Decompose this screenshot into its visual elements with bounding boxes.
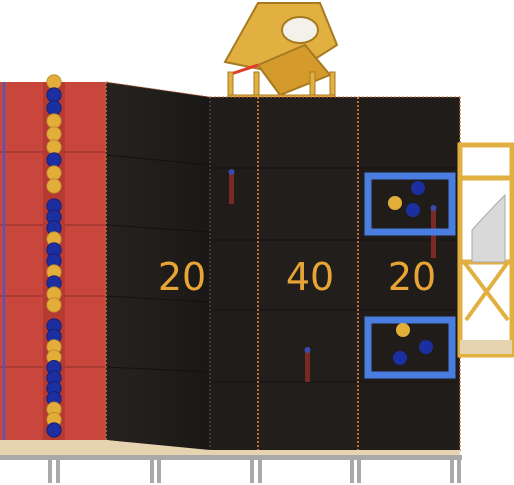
- score-label-right: 20: [388, 255, 436, 299]
- score-label-left: 20: [158, 255, 206, 299]
- ball: [46, 165, 62, 181]
- goal-box-upper: [364, 172, 456, 236]
- ball: [46, 87, 62, 103]
- ball: [46, 126, 62, 142]
- backboard-panels: [105, 81, 461, 452]
- ball: [46, 422, 62, 438]
- ball: [46, 297, 62, 313]
- ball: [46, 100, 62, 116]
- ball: [46, 113, 62, 129]
- goal-box-lower: [364, 316, 456, 379]
- base-trim: [0, 440, 460, 455]
- score-label-center: 40: [286, 255, 334, 299]
- ball-columns: [46, 74, 62, 438]
- ball: [46, 74, 62, 90]
- ball: [46, 139, 62, 155]
- ball: [46, 178, 62, 194]
- side-ramp-structure: [457, 142, 514, 358]
- floor-supports: [0, 455, 462, 483]
- ball: [46, 152, 62, 168]
